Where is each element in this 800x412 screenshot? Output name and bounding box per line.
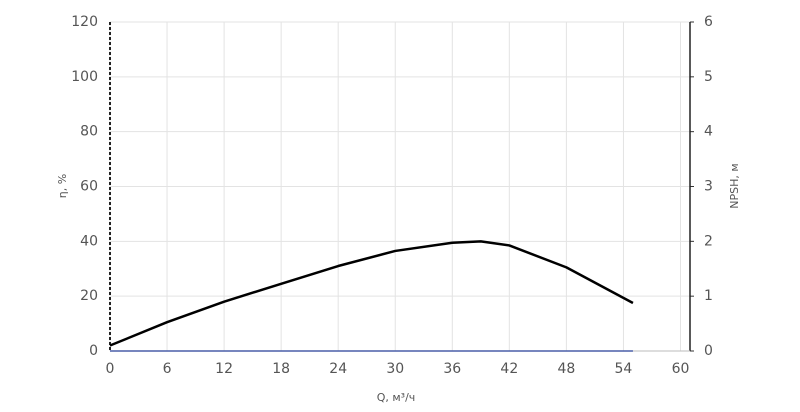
x-tick-label: 36	[443, 361, 461, 377]
x-tick-label: 48	[557, 361, 575, 377]
y2-tick-label: 0	[704, 343, 713, 359]
y2-tick-label: 3	[704, 179, 713, 195]
y2-axis-label: NPSH, м	[728, 163, 741, 208]
y2-tick-label: 2	[704, 233, 713, 249]
y2-tick-label: 5	[704, 69, 713, 85]
y-tick-label: 20	[80, 288, 98, 304]
y-axis-label: η, %	[56, 174, 69, 198]
y2-tick-label: 6	[704, 14, 713, 30]
y2-tick-label: 4	[704, 124, 713, 140]
x-tick-label: 42	[500, 361, 518, 377]
x-tick-label: 18	[272, 361, 290, 377]
y-tick-label: 100	[71, 69, 98, 85]
x-tick-label: 54	[615, 361, 633, 377]
x-tick-label: 24	[329, 361, 347, 377]
y-tick-label: 40	[80, 233, 98, 249]
x-tick-label: 60	[672, 361, 690, 377]
x-axis-label: Q, м³/ч	[377, 391, 416, 404]
y-tick-label: 60	[80, 179, 98, 195]
y-tick-label: 80	[80, 124, 98, 140]
x-tick-label: 12	[215, 361, 233, 377]
x-tick-label: 0	[106, 361, 115, 377]
x-tick-label: 6	[163, 361, 172, 377]
series-line	[109, 240, 634, 347]
x-tick-label: 30	[386, 361, 404, 377]
y-tick-label: 120	[71, 14, 98, 30]
y-tick-label: 0	[89, 343, 98, 359]
y2-tick-label: 1	[704, 288, 713, 304]
